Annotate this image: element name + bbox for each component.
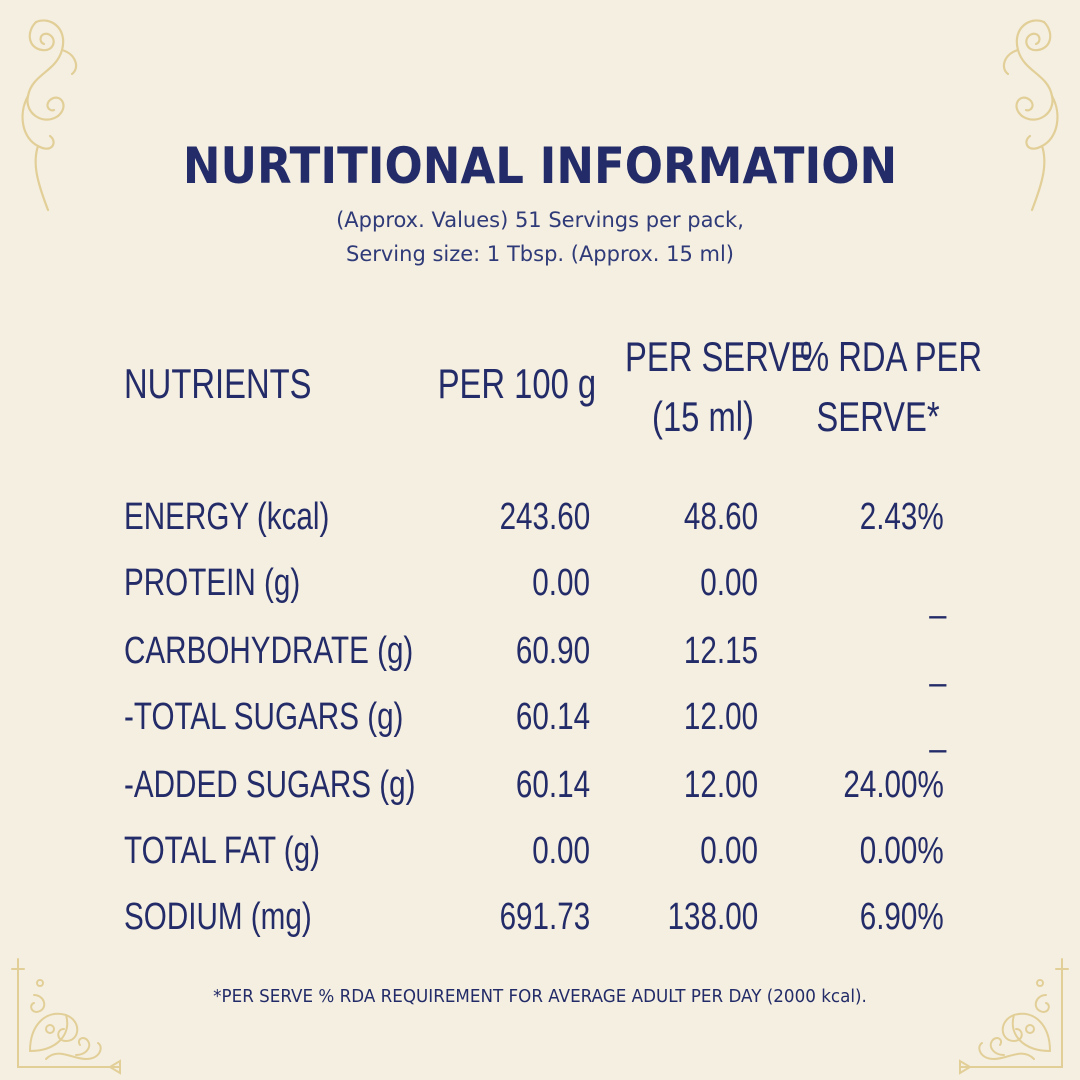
value-per-serve: 0.00 xyxy=(700,830,758,872)
value-per-serve: 12.15 xyxy=(683,630,758,672)
servings-per-pack-text: (Approx. Values) 51 Servings per pack, xyxy=(336,208,744,232)
value-per-100g: 0.00 xyxy=(532,562,590,604)
value-per-serve: 0.00 xyxy=(700,562,758,604)
nutrient-name: SODIUM (mg) xyxy=(124,896,312,938)
top-right-swirl-ornament-icon xyxy=(1002,19,1059,212)
header-per-100g: PER 100 g xyxy=(437,360,596,407)
value-rda: _ xyxy=(929,578,946,620)
value-per-serve: 12.00 xyxy=(683,696,758,738)
value-rda: _ xyxy=(929,646,946,688)
value-per-100g: 60.90 xyxy=(515,630,590,672)
page-title: NURTITIONAL INFORMATION xyxy=(182,137,898,195)
value-per-100g: 60.14 xyxy=(515,696,590,738)
value-per-serve: 138.00 xyxy=(667,896,758,938)
nutrient-name: -ADDED SUGARS (g) xyxy=(124,764,416,806)
bottom-right-filigree-corner-icon xyxy=(959,958,1069,1075)
value-rda: 6.90% xyxy=(859,896,944,938)
value-rda: 2.43% xyxy=(859,496,944,538)
header-rda-serve: SERVE* xyxy=(816,393,940,440)
header-nutrients: NUTRIENTS xyxy=(124,360,312,407)
value-per-100g: 0.00 xyxy=(532,830,590,872)
header-per-serve: PER SERVE xyxy=(625,333,812,380)
nutrient-name: CARBOHYDRATE (g) xyxy=(124,630,414,672)
value-per-serve: 48.60 xyxy=(683,496,758,538)
value-per-100g: 691.73 xyxy=(499,896,590,938)
nutrient-name: TOTAL FAT (g) xyxy=(124,830,320,872)
value-rda: _ xyxy=(929,712,946,754)
nutrient-name: PROTEIN (g) xyxy=(124,562,301,604)
nutrient-name: -TOTAL SUGARS (g) xyxy=(124,696,404,738)
header-rda-per-serve: % RDA PER xyxy=(800,333,983,380)
bottom-left-filigree-corner-icon xyxy=(11,958,121,1075)
nutrient-name: ENERGY (kcal) xyxy=(124,496,330,538)
value-per-100g: 243.60 xyxy=(499,496,590,538)
value-rda: 0.00% xyxy=(859,830,944,872)
header-per-serve-volume: (15 ml) xyxy=(652,393,754,440)
value-rda: 24.00% xyxy=(843,764,944,806)
top-left-swirl-ornament-icon xyxy=(21,19,78,212)
value-per-serve: 12.00 xyxy=(683,764,758,806)
rda-footnote: *PER SERVE % RDA REQUIREMENT FOR AVERAGE… xyxy=(213,986,867,1007)
serving-size-text: Serving size: 1 Tbsp. (Approx. 15 ml) xyxy=(346,242,734,266)
value-per-100g: 60.14 xyxy=(515,764,590,806)
